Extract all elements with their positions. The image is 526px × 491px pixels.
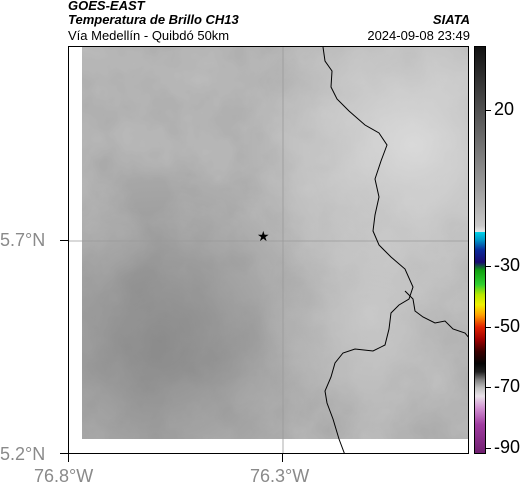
colorbar-tick-mark [486, 110, 491, 111]
cloud-imagery [82, 47, 468, 439]
lat-tick-mark [60, 240, 68, 241]
map-canvas [69, 47, 468, 453]
colorbar-label-m90: -90 [494, 437, 521, 457]
colorbar-tick-mark [486, 327, 491, 328]
lon-label-768: 76.8°W [34, 466, 94, 486]
timestamp: 2024-09-08 23:49 [367, 28, 470, 43]
colorbar-tick-mark [486, 266, 491, 267]
lat-label-57: 5.7°N [0, 230, 46, 250]
satellite-source: GOES-EAST [68, 0, 145, 13]
organization-label: SIATA [432, 12, 470, 27]
colorbar-label-20: 20 [494, 99, 515, 119]
colorbar-tick-mark [486, 387, 491, 388]
region-subtitle: Vía Medellín - Quibdó 50km [68, 28, 230, 43]
colorbar-label-m30: -30 [494, 255, 521, 275]
star-icon: ★ [257, 228, 270, 244]
colorbar-label-m70: -70 [494, 376, 521, 396]
lon-tick-mark [282, 454, 283, 462]
border-line [322, 47, 414, 453]
lat-tick-mark [60, 453, 68, 454]
lon-tick-mark [68, 454, 69, 462]
colorbar-tick-mark [486, 448, 491, 449]
colorbar [474, 46, 486, 454]
colorbar-label-m50: -50 [494, 316, 521, 336]
lat-label-52: 5.2°N [0, 444, 46, 464]
map-panel[interactable]: ★ [68, 46, 469, 454]
lon-label-763: 76.3°W [250, 466, 310, 486]
product-title: Temperatura de Brillo CH13 [68, 12, 239, 27]
border-line-east [404, 290, 468, 338]
